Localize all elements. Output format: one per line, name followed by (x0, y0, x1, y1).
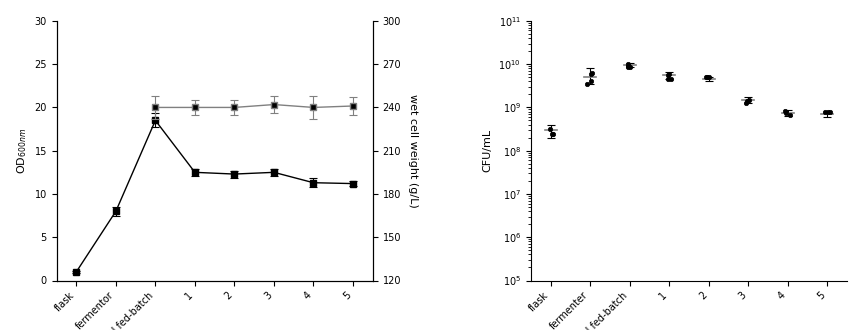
Y-axis label: CFU/mL: CFU/mL (482, 129, 492, 172)
Point (741, 97, 755, 103)
Point (698, 75, 712, 80)
Point (544, 132, 558, 137)
Point (660, 73, 674, 78)
Point (663, 77, 677, 82)
Point (660, 77, 674, 82)
Point (585, 70, 598, 75)
Point (702, 75, 715, 80)
Point (623, 65, 636, 70)
Point (822, 109, 836, 114)
Point (621, 61, 635, 67)
Point (817, 109, 831, 114)
Point (699, 75, 713, 80)
Y-axis label: wet cell weight (g/L): wet cell weight (g/L) (407, 94, 418, 208)
Point (661, 72, 675, 77)
Point (740, 98, 753, 103)
Point (583, 71, 597, 77)
Point (620, 65, 634, 70)
Point (820, 109, 833, 114)
Point (542, 126, 556, 132)
Y-axis label: OD$_{600 nm}$: OD$_{600 nm}$ (15, 128, 28, 174)
Point (584, 78, 598, 83)
Point (783, 113, 796, 118)
Point (777, 109, 790, 114)
Point (778, 110, 792, 115)
Point (579, 81, 593, 86)
Point (546, 132, 560, 137)
Point (620, 63, 634, 69)
Point (738, 100, 752, 105)
